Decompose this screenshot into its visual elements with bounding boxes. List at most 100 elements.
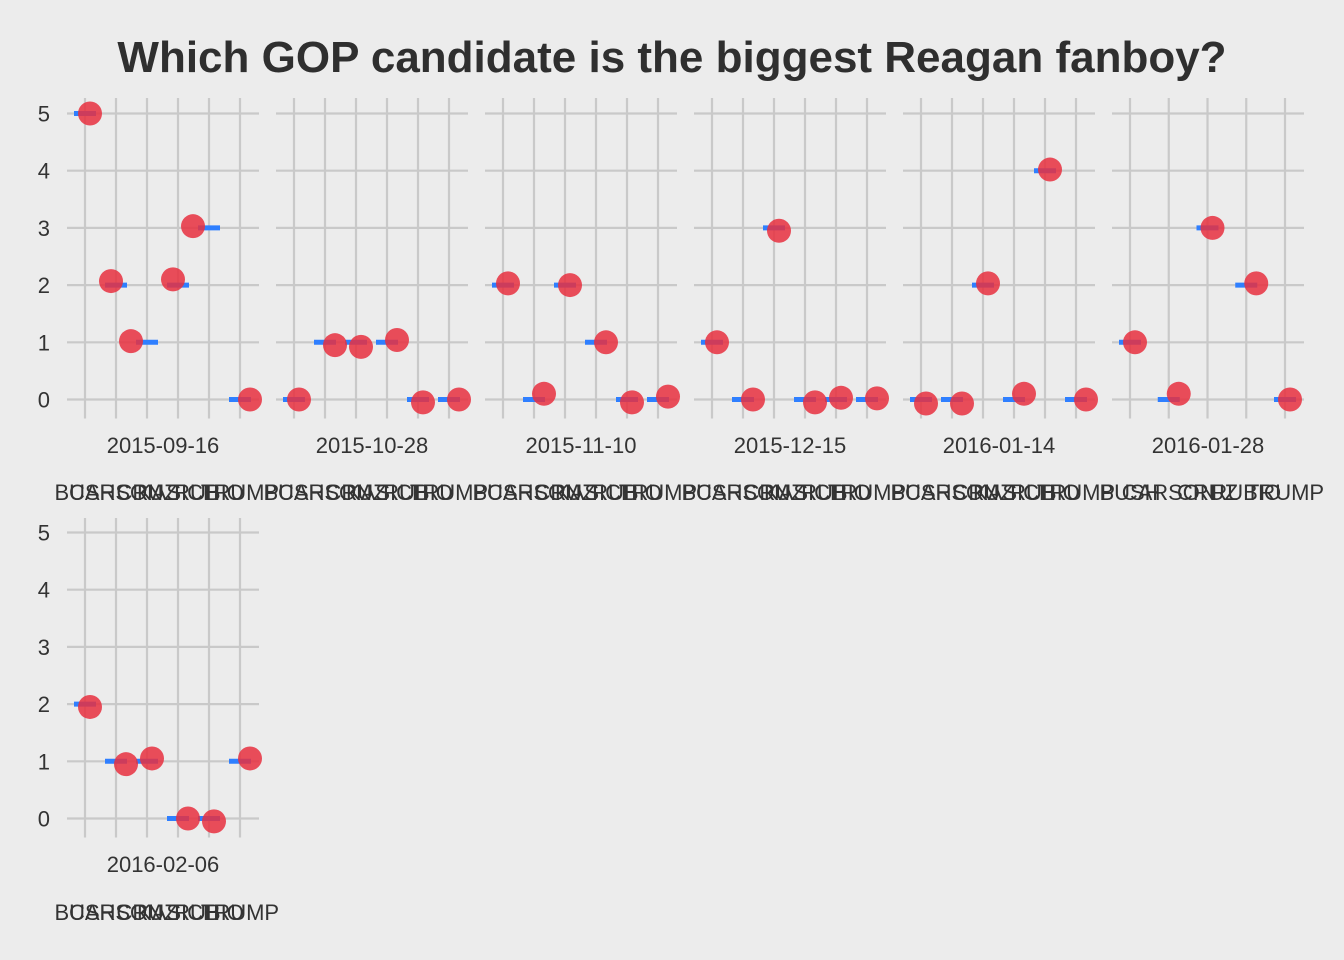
data-point [1244,271,1269,296]
data-point [202,809,226,834]
x-tick-label: TRUMP [619,480,697,505]
y-tick-label: 1 [38,749,50,774]
x-tick-label: TRUMP [201,480,279,505]
x-tick-label: KASICH [555,480,637,505]
data-point [767,218,791,243]
data-point [238,387,262,412]
y-tick-label: 4 [38,578,50,603]
x-tick-label: BUSH [54,480,115,505]
y-tick-label: 4 [38,159,50,184]
facet-date-label: 2015-12-15 [734,433,847,458]
data-point [558,273,582,298]
data-point [119,329,143,354]
data-point [705,330,729,355]
data-point [99,269,123,294]
x-tick-label: CRUZ [116,480,177,505]
x-tick-label: KASICH [346,480,428,505]
y-tick-label: 1 [38,330,50,355]
y-tick-label: 3 [38,216,50,241]
data-point [620,390,644,415]
x-tick-label: TRUMP [1246,480,1324,505]
x-tick-label: KASICH [973,480,1055,505]
plot-area: 0123452015-09-16BUSHCARSONCRUZKASICHRUBI… [38,98,1324,925]
facet-date-label: 2015-09-16 [107,433,220,458]
x-tick-label: RUBIO [1010,480,1080,505]
x-tick-label: TRUMP [1037,480,1115,505]
data-point [78,101,102,126]
data-point [594,330,618,355]
x-tick-label: KASICH [137,480,219,505]
y-tick-label: 3 [38,635,50,660]
x-tick-label: RUBIO [592,480,662,505]
x-tick-label: RUBIO [801,480,871,505]
x-tick-label: CARSON [905,480,999,505]
y-tick-label: 5 [38,102,50,127]
data-point [238,746,262,771]
data-point [803,390,827,415]
x-tick-label: RUBIO [174,480,244,505]
y-tick-label: 5 [38,521,50,546]
facet-date-label: 2016-01-28 [1152,433,1265,458]
facet-date-label: 2015-11-10 [526,433,637,458]
data-point [1012,381,1036,406]
data-point [1038,157,1062,182]
x-tick-label: BUSH [1099,480,1160,505]
y-tick-label: 0 [38,807,50,832]
data-point [865,386,889,411]
x-tick-label: KASICH [764,480,846,505]
chart-title: Which GOP candidate is the biggest Reaga… [117,33,1226,82]
x-tick-label: CRUZ [952,480,1013,505]
x-tick-label: CRUZ [743,480,804,505]
y-tick-label: 2 [38,273,50,298]
y-tick-label: 0 [38,388,50,413]
facet-date-label: 2016-02-06 [107,852,220,877]
x-tick-label: BUSH [890,480,951,505]
data-point [1200,215,1225,240]
data-point [114,752,138,777]
x-tick-label: BUSH [54,900,115,925]
data-point [287,387,311,412]
x-tick-label: RUBIO [1211,480,1281,505]
x-tick-label: BUSH [681,480,742,505]
x-tick-label: CRUZ [116,900,177,925]
x-tick-label: TRUMP [201,900,279,925]
x-tick-label: BUSH [472,480,533,505]
y-tick-label: 2 [38,692,50,717]
x-tick-label: TRUMP [828,480,906,505]
x-tick-label: CARSON [487,480,581,505]
x-tick-label: CRUZ [1177,480,1238,505]
data-point [1074,387,1098,412]
data-point [161,267,185,292]
x-tick-label: CARSON [69,480,163,505]
data-point [1278,387,1302,412]
x-tick-label: RUBIO [174,900,244,925]
x-tick-label: CARSON [278,480,372,505]
data-point [385,328,409,353]
data-point [1166,381,1191,406]
data-point [829,385,853,410]
x-tick-label: KASICH [137,900,219,925]
facet-date-label: 2016-01-14 [943,433,1056,458]
data-point [950,391,974,416]
x-tick-label: RUBIO [383,480,453,505]
data-point [447,387,471,412]
x-tick-label: CARSON [69,900,163,925]
data-point [78,694,102,719]
data-point [532,381,556,406]
x-tick-label: TRUMP [410,480,488,505]
data-point [323,333,347,358]
data-point [914,391,938,416]
data-point [1123,330,1147,355]
data-point [140,746,164,771]
data-point [181,214,205,239]
x-tick-label: CARSON [1122,480,1216,505]
data-point [976,271,1000,296]
facet-date-label: 2015-10-28 [316,433,429,458]
x-tick-label: CRUZ [534,480,595,505]
data-point [349,334,373,359]
data-point [176,806,200,831]
data-point [741,387,765,412]
data-point [496,271,520,296]
data-point [656,384,680,409]
